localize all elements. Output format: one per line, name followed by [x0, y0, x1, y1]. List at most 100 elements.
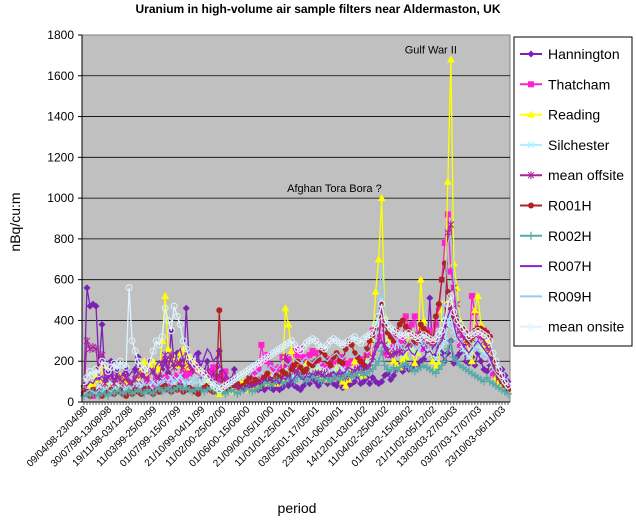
data-point — [122, 373, 130, 382]
data-point — [492, 357, 500, 365]
data-point — [527, 110, 535, 118]
data-point — [285, 356, 292, 363]
data-point — [444, 211, 451, 218]
data-point — [155, 383, 164, 392]
data-point — [165, 380, 172, 387]
data-point — [276, 364, 283, 371]
y-tick-label: 1600 — [47, 69, 74, 83]
data-point — [162, 374, 169, 381]
data-point — [527, 171, 535, 180]
data-point — [140, 389, 149, 398]
data-point — [504, 389, 512, 398]
data-point — [375, 312, 383, 320]
data-point — [131, 375, 139, 384]
data-point — [167, 327, 175, 335]
data-point — [317, 377, 326, 386]
data-point — [444, 300, 452, 308]
data-point — [378, 378, 386, 386]
data-point — [306, 352, 313, 359]
data-point — [176, 381, 185, 390]
data-point — [110, 389, 119, 398]
data-point — [435, 307, 442, 314]
data-point — [303, 366, 310, 373]
data-point — [374, 255, 383, 263]
axes: 02004006008001000120014001600180009/04/9… — [25, 28, 510, 470]
series-line — [83, 234, 509, 395]
data-point — [444, 288, 451, 295]
data-point — [446, 55, 455, 63]
data-point — [446, 336, 455, 345]
y-tick-label: 800 — [54, 232, 74, 246]
data-point — [351, 378, 359, 386]
data-point — [92, 344, 100, 353]
data-point — [176, 359, 184, 368]
x-axis-label: period — [278, 500, 317, 516]
legend-label: R007H — [548, 258, 592, 274]
data-point — [249, 372, 256, 379]
data-point — [474, 349, 482, 357]
data-point — [449, 259, 458, 267]
series-mean-onsite — [80, 284, 512, 394]
data-point — [437, 361, 446, 370]
data-point — [326, 377, 335, 386]
data-point — [450, 308, 458, 316]
data-point — [426, 294, 434, 302]
data-point — [372, 321, 380, 329]
data-point — [426, 327, 433, 334]
data-point — [158, 333, 166, 341]
data-point — [176, 372, 184, 379]
data-point — [173, 312, 181, 320]
data-point — [435, 301, 442, 308]
data-point — [164, 344, 173, 352]
data-point — [489, 370, 496, 377]
data-point — [350, 357, 359, 365]
data-point — [528, 81, 534, 88]
data-point — [171, 374, 178, 381]
data-point — [368, 365, 377, 374]
data-point — [447, 268, 454, 275]
data-point — [369, 374, 377, 382]
series-line — [83, 305, 509, 391]
data-point — [420, 355, 428, 363]
data-point — [438, 276, 445, 283]
data-point — [443, 177, 452, 185]
data-point — [437, 306, 446, 314]
data-point — [473, 291, 482, 299]
data-point — [230, 365, 238, 373]
data-point — [207, 368, 214, 375]
data-point — [339, 360, 346, 367]
legend-item: Hannington — [520, 46, 620, 62]
data-point — [309, 348, 316, 355]
data-point — [378, 300, 386, 308]
data-point — [128, 337, 136, 345]
data-point — [177, 378, 184, 385]
data-point — [401, 359, 410, 368]
data-point — [468, 347, 476, 355]
data-point — [149, 378, 157, 386]
data-point — [324, 364, 331, 371]
data-point — [431, 363, 440, 371]
legend-item: Thatcham — [520, 76, 610, 92]
data-point — [356, 367, 365, 376]
data-point — [89, 371, 97, 379]
data-point — [441, 316, 449, 324]
legend-label: Silchester — [548, 137, 610, 153]
legend-label: R002H — [548, 228, 592, 244]
data-point — [449, 353, 458, 362]
data-point — [183, 374, 190, 381]
data-point — [483, 342, 491, 351]
annotation-label: Gulf War II — [405, 44, 457, 56]
y-tick-label: 600 — [54, 273, 74, 287]
data-point — [366, 337, 373, 344]
series-r007h — [83, 305, 509, 391]
data-point — [390, 371, 398, 379]
legend-box — [513, 36, 633, 347]
data-point — [387, 345, 395, 353]
data-point — [381, 350, 388, 357]
series-line — [83, 338, 509, 397]
data-point — [456, 341, 463, 348]
series-r002h — [80, 336, 512, 400]
data-point — [527, 50, 535, 58]
data-point — [168, 376, 175, 383]
